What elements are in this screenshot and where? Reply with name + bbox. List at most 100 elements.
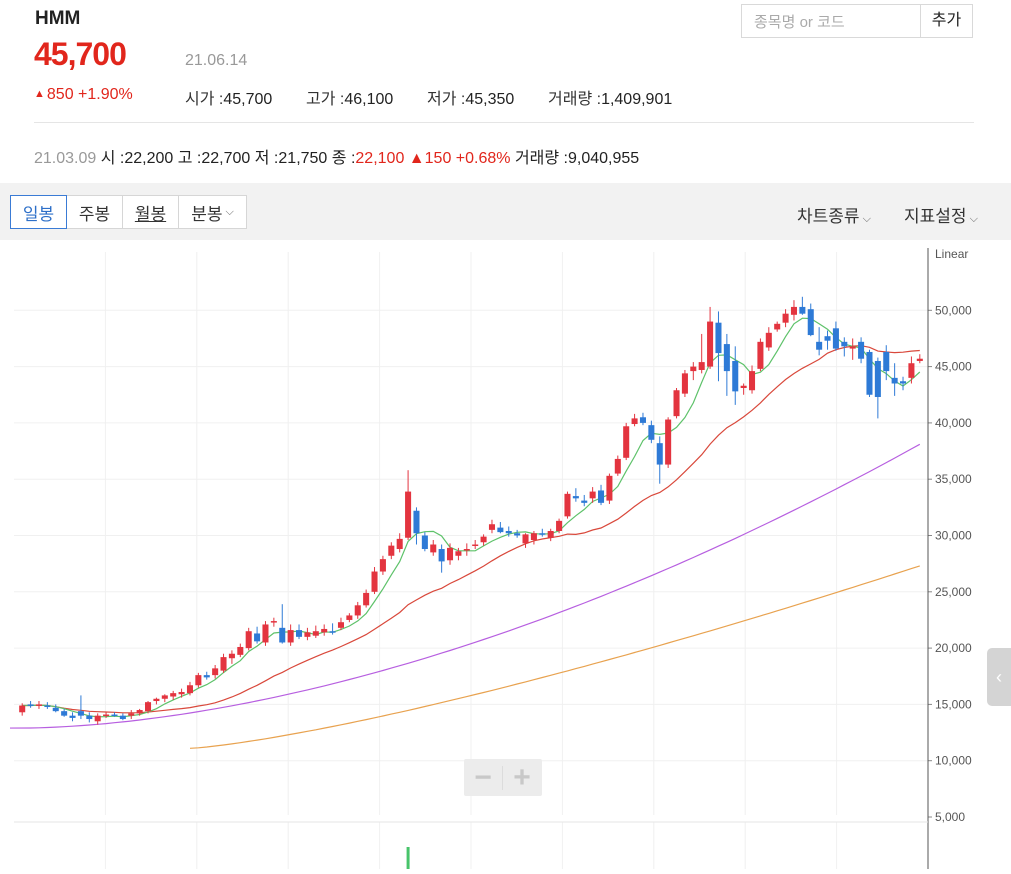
candle xyxy=(136,708,143,716)
price-date: 21.06.14 xyxy=(185,52,248,69)
candle xyxy=(908,356,915,384)
candle-body xyxy=(161,695,168,699)
candle xyxy=(279,604,286,644)
y-tick-label: 45,000 xyxy=(935,360,972,374)
candle xyxy=(421,532,428,552)
search-box xyxy=(741,4,921,38)
plus-icon: + xyxy=(513,760,531,794)
candle-body xyxy=(86,715,93,720)
candle-body xyxy=(824,336,831,341)
high-price: 고가 :46,100 xyxy=(306,85,393,109)
candle xyxy=(245,627,252,651)
candle-body xyxy=(69,715,76,718)
zoom-in-button[interactable]: + xyxy=(503,759,541,796)
candle-body xyxy=(514,533,521,536)
tab-monthly[interactable]: 월봉 xyxy=(123,195,179,229)
candle xyxy=(740,383,747,395)
candle-body xyxy=(623,426,630,458)
candle-body xyxy=(522,534,529,544)
candle xyxy=(405,470,412,541)
candle-body xyxy=(178,692,185,695)
high-value: 46,100 xyxy=(344,91,394,108)
candle xyxy=(94,713,101,725)
candle-body xyxy=(405,491,412,538)
candle xyxy=(916,354,923,364)
candle xyxy=(732,346,739,405)
price-change-value: 850 +1.90% xyxy=(46,86,133,103)
indicator-menu[interactable]: 지표설정 ⌵ xyxy=(904,202,978,227)
candle-body xyxy=(321,628,328,633)
candle-body xyxy=(858,341,865,359)
candle-body xyxy=(61,711,68,716)
candle-body xyxy=(539,533,546,535)
candle xyxy=(790,300,797,321)
tab-minute[interactable]: 분봉 ⌵ xyxy=(179,195,247,229)
candle xyxy=(413,507,420,545)
hover-change-value: 150 +0.68% xyxy=(424,150,511,167)
candle-body xyxy=(111,714,118,717)
candle-body xyxy=(891,377,898,384)
price-chart[interactable]: 5,000 10,000 15,000 20,000 25,000 30,000 35,00… xyxy=(0,240,1011,869)
candle xyxy=(530,530,537,545)
candle-body xyxy=(245,631,252,649)
candle xyxy=(765,327,772,351)
hover-high: 22,700 xyxy=(201,150,251,167)
tab-weekly-label: 주봉 xyxy=(78,204,111,224)
chart-type-menu[interactable]: 차트종류 ⌵ xyxy=(797,202,871,227)
candle xyxy=(497,521,504,534)
chart-toolbar: 일봉 주봉 월봉 분봉 ⌵ 차트종류 ⌵ 지표설정 ⌵ xyxy=(0,183,1011,240)
current-price: 45,700 xyxy=(34,36,127,72)
low-label: 저가 : xyxy=(427,91,466,108)
candle-body xyxy=(614,458,621,474)
candle-body xyxy=(212,668,219,676)
candle xyxy=(681,369,688,398)
hover-close: 22,100 xyxy=(355,150,405,167)
tab-weekly[interactable]: 주봉 xyxy=(67,195,123,229)
candle xyxy=(832,321,839,351)
ma60-line xyxy=(9,443,921,729)
candle-body xyxy=(337,622,344,628)
candle-body xyxy=(170,693,177,697)
candle-body xyxy=(186,685,193,694)
ma20-line xyxy=(22,345,920,714)
high-label: 고가 : xyxy=(306,91,345,108)
candle-body xyxy=(807,309,814,336)
low-price: 저가 :45,350 xyxy=(427,85,514,109)
candle xyxy=(723,333,730,396)
candle-body xyxy=(740,385,747,388)
candle-body xyxy=(145,702,152,712)
tab-daily-label: 일봉 xyxy=(22,204,55,224)
candle xyxy=(178,688,185,698)
candle-body xyxy=(44,705,51,708)
chart-area[interactable]: 5,000 10,000 15,000 20,000 25,000 30,000 35,00… xyxy=(0,240,1011,869)
indicator-label: 지표설정 xyxy=(904,207,967,226)
search-input[interactable] xyxy=(752,6,916,38)
candle-body xyxy=(799,306,806,314)
candle xyxy=(572,488,579,502)
candle xyxy=(329,623,336,635)
hover-low: 21,750 xyxy=(278,150,328,167)
candle xyxy=(799,296,806,315)
side-panel-toggle[interactable]: ‹ xyxy=(987,648,1011,706)
candle-body xyxy=(379,559,386,572)
volume-bar xyxy=(406,847,410,869)
candle xyxy=(77,695,84,720)
add-button[interactable]: 추가 xyxy=(920,4,973,38)
candle-body xyxy=(329,631,336,633)
zoom-out-button[interactable]: − xyxy=(464,759,502,796)
candle-body xyxy=(732,360,739,392)
candle xyxy=(354,601,361,619)
candle xyxy=(807,303,814,337)
tab-daily[interactable]: 일봉 xyxy=(10,195,67,229)
candle-body xyxy=(665,419,672,465)
candle-body xyxy=(530,533,537,541)
candle-body xyxy=(237,646,244,655)
candle-body xyxy=(254,633,261,642)
candle xyxy=(623,422,630,461)
chevron-down-icon: ⌵ xyxy=(225,205,234,218)
chevron-down-icon: ⌵ xyxy=(862,213,871,225)
candle xyxy=(438,544,445,573)
candle xyxy=(463,543,470,556)
candle xyxy=(228,650,235,664)
candle xyxy=(614,455,621,476)
